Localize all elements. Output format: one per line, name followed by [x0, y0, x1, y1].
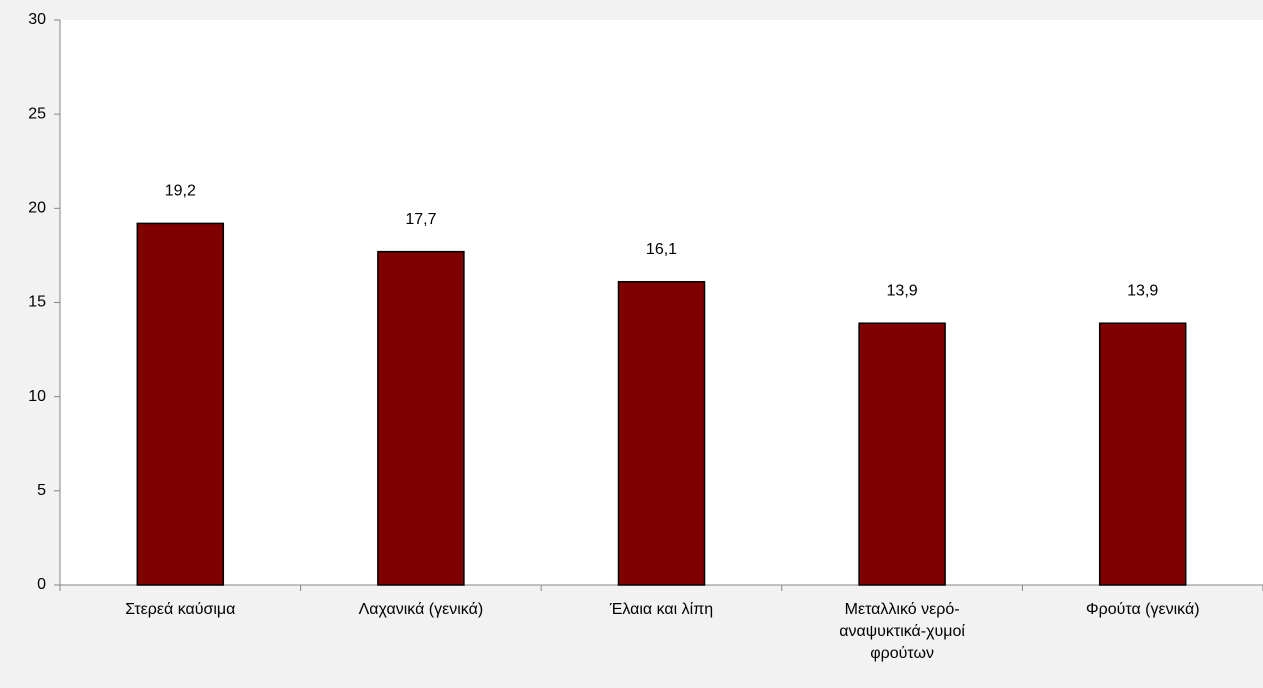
y-tick-label: 20: [28, 200, 46, 217]
y-tick-label: 5: [37, 482, 46, 499]
x-tick-label: Φρούτα (γενικά): [1085, 601, 1200, 618]
y-tick-label: 30: [28, 11, 46, 28]
y-tick-label: 25: [28, 105, 46, 122]
bar: [136, 222, 225, 586]
value-label: 13,9: [1127, 282, 1158, 299]
y-tick-label: 0: [37, 576, 46, 593]
y-tick-label: 10: [28, 388, 46, 405]
x-tick-label: Έλαια και λίπη: [609, 601, 714, 618]
value-label: 16,1: [646, 241, 677, 258]
bar: [858, 322, 946, 586]
y-tick-label: 15: [28, 294, 46, 311]
x-tick-label: Μεταλλικό νερό-αναψυκτικά-χυμοί φρούτων: [839, 601, 965, 662]
x-tick-label: Λαχανικά (γενικά): [358, 601, 484, 618]
bar: [377, 250, 465, 586]
x-tick-label: Στερεά καύσιμα: [125, 601, 236, 618]
value-label: 17,7: [405, 211, 436, 228]
value-label: 19,2: [165, 183, 196, 200]
value-label: 13,9: [887, 282, 918, 299]
bar: [1098, 322, 1187, 586]
bar: [617, 281, 706, 586]
